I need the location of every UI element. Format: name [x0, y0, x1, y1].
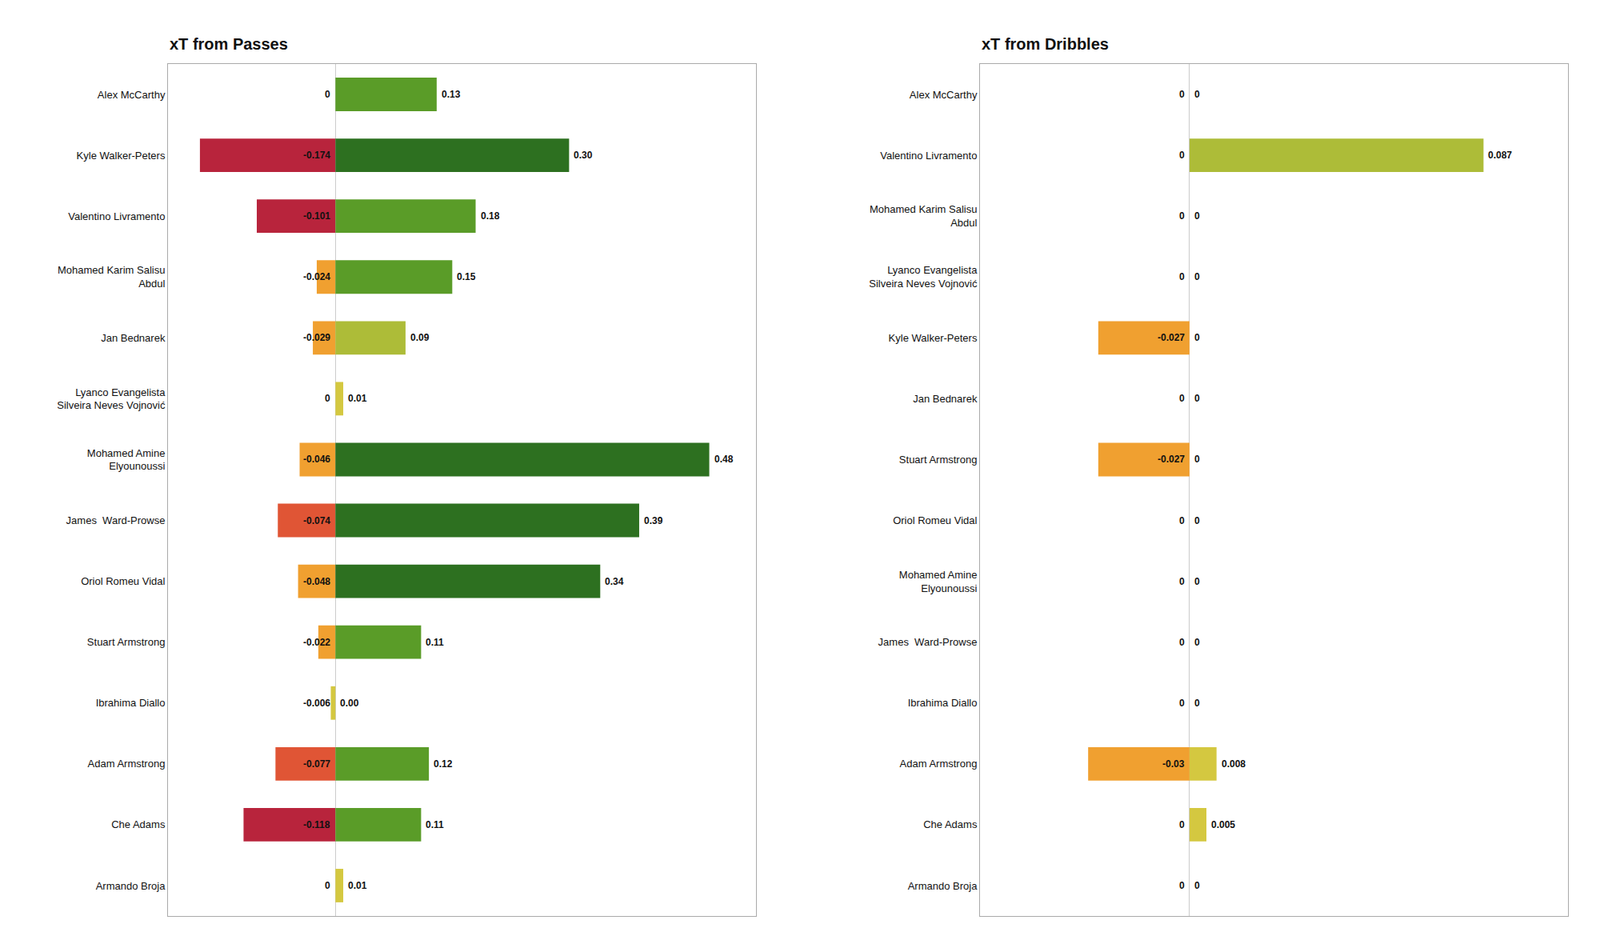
svg-text:0.18: 0.18 — [480, 210, 500, 222]
svg-text:Kyle Walker-Peters: Kyle Walker-Peters — [888, 332, 978, 344]
svg-text:0.48: 0.48 — [714, 453, 734, 465]
svg-text:Armando Broja: Armando Broja — [96, 880, 166, 892]
svg-text:0.13: 0.13 — [441, 88, 461, 100]
svg-text:0: 0 — [1194, 453, 1200, 465]
svg-text:0: 0 — [1194, 576, 1200, 588]
svg-text:0: 0 — [1179, 392, 1185, 404]
svg-text:0.34: 0.34 — [604, 576, 624, 588]
svg-text:-0.03: -0.03 — [1162, 758, 1185, 770]
svg-text:0: 0 — [1194, 697, 1200, 709]
svg-text:0: 0 — [1179, 149, 1185, 161]
svg-text:0: 0 — [1179, 271, 1185, 283]
svg-text:Jan Bednarek: Jan Bednarek — [912, 392, 978, 405]
svg-text:0.01: 0.01 — [348, 880, 368, 892]
svg-text:xT from Dribbles: xT from Dribbles — [981, 35, 1109, 53]
svg-text:Mohamed Karim SalisuAbdul: Mohamed Karim SalisuAbdul — [869, 203, 978, 229]
svg-text:0: 0 — [1179, 697, 1185, 709]
svg-text:0: 0 — [1179, 515, 1185, 527]
svg-text:xT from Passes: xT from Passes — [169, 35, 288, 53]
svg-text:0: 0 — [1194, 515, 1200, 527]
svg-text:Oriol Romeu Vidal: Oriol Romeu Vidal — [80, 575, 165, 588]
svg-text:0: 0 — [1179, 88, 1185, 100]
svg-text:0.00: 0.00 — [340, 697, 360, 709]
svg-text:-0.024: -0.024 — [303, 271, 331, 283]
svg-text:0: 0 — [1179, 210, 1185, 222]
svg-text:0.11: 0.11 — [425, 819, 444, 831]
svg-text:-0.174: -0.174 — [303, 149, 331, 161]
svg-text:Che Adams: Che Adams — [111, 818, 166, 831]
svg-text:0: 0 — [1194, 636, 1200, 648]
svg-text:0.01: 0.01 — [348, 392, 368, 404]
svg-text:0: 0 — [324, 880, 331, 892]
svg-text:0.11: 0.11 — [425, 636, 444, 648]
svg-text:0.005: 0.005 — [1211, 819, 1236, 831]
svg-text:Lyanco EvangelistaSilveira Nev: Lyanco EvangelistaSilveira Neves Vojnovi… — [868, 264, 978, 290]
svg-text:Stuart Armstrong: Stuart Armstrong — [87, 636, 166, 648]
svg-text:Adam Armstrong: Adam Armstrong — [900, 757, 978, 770]
svg-text:Valentino Livramento: Valentino Livramento — [68, 210, 165, 223]
svg-text:Valentino Livramento: Valentino Livramento — [880, 149, 977, 162]
svg-text:0.12: 0.12 — [433, 758, 453, 770]
svg-text:-0.027: -0.027 — [1157, 332, 1185, 344]
svg-text:0: 0 — [1194, 210, 1200, 222]
svg-text:Mohamed AmineElyounoussi: Mohamed AmineElyounoussi — [899, 568, 978, 595]
svg-text:0: 0 — [1194, 332, 1200, 344]
svg-text:0: 0 — [1179, 576, 1185, 588]
svg-text:-0.022: -0.022 — [303, 636, 331, 648]
svg-text:-0.118: -0.118 — [303, 819, 331, 831]
svg-text:-0.027: -0.027 — [1157, 453, 1185, 465]
svg-text:Armando Broja: Armando Broja — [908, 880, 978, 892]
svg-text:Mohamed Karim SalisuAbdul: Mohamed Karim SalisuAbdul — [57, 264, 166, 290]
svg-text:Kyle Walker-Peters: Kyle Walker-Peters — [76, 149, 166, 162]
svg-text:-0.048: -0.048 — [303, 576, 331, 588]
svg-text:-0.101: -0.101 — [303, 210, 331, 222]
svg-text:Ibrahima Diallo: Ibrahima Diallo — [908, 696, 978, 709]
svg-text:Stuart Armstrong: Stuart Armstrong — [899, 453, 978, 466]
svg-text:0: 0 — [1194, 271, 1200, 283]
svg-text:Oriol Romeu Vidal: Oriol Romeu Vidal — [892, 514, 977, 527]
svg-text:Alex McCarthy: Alex McCarthy — [909, 88, 978, 101]
svg-text:Mohamed AmineElyounoussi: Mohamed AmineElyounoussi — [87, 447, 166, 473]
svg-text:-0.029: -0.029 — [303, 332, 331, 344]
svg-text:Alex McCarthy: Alex McCarthy — [97, 88, 166, 101]
svg-text:0: 0 — [1179, 819, 1185, 831]
svg-text:0.39: 0.39 — [644, 515, 664, 527]
svg-text:0.30: 0.30 — [573, 149, 593, 161]
svg-text:-0.046: -0.046 — [303, 453, 331, 465]
svg-text:0.008: 0.008 — [1221, 758, 1246, 770]
svg-text:0.09: 0.09 — [410, 332, 430, 344]
svg-text:0: 0 — [1179, 880, 1185, 892]
svg-text:-0.077: -0.077 — [303, 758, 331, 770]
svg-text:0.15: 0.15 — [456, 271, 476, 283]
svg-text:Che Adams: Che Adams — [923, 818, 978, 831]
svg-text:0: 0 — [1194, 88, 1200, 100]
svg-text:James Ward-Prowse: James Ward-Prowse — [878, 636, 978, 648]
svg-text:Ibrahima Diallo: Ibrahima Diallo — [96, 696, 166, 709]
svg-text:Jan Bednarek: Jan Bednarek — [100, 332, 166, 344]
svg-text:-0.074: -0.074 — [303, 515, 331, 527]
svg-text:0: 0 — [324, 88, 331, 100]
svg-text:0: 0 — [1179, 636, 1185, 648]
svg-text:0: 0 — [1194, 392, 1200, 404]
svg-text:0: 0 — [1194, 880, 1200, 892]
svg-text:Lyanco EvangelistaSilveira Nev: Lyanco EvangelistaSilveira Neves Vojnovi… — [56, 385, 166, 412]
svg-text:-0.006: -0.006 — [303, 697, 331, 709]
svg-text:Adam Armstrong: Adam Armstrong — [88, 757, 166, 770]
svg-text:James Ward-Prowse: James Ward-Prowse — [66, 514, 166, 527]
svg-text:0: 0 — [324, 392, 331, 404]
svg-text:0.087: 0.087 — [1488, 149, 1512, 161]
